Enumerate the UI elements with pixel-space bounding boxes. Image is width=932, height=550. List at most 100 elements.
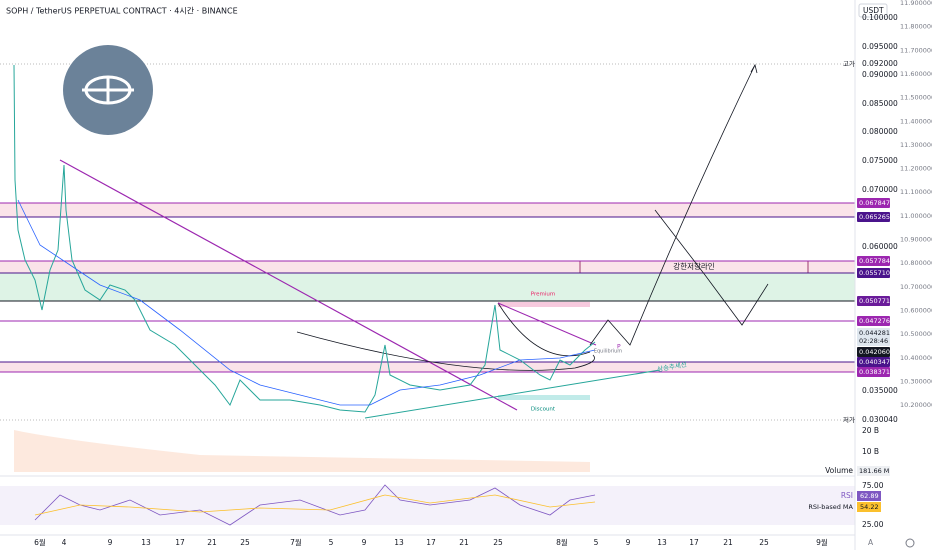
price-tag [857, 367, 890, 377]
downtrend-line [59, 159, 518, 411]
time-label: 21 [207, 538, 217, 547]
discount-zone [498, 395, 590, 400]
premium-zone [498, 302, 590, 307]
price-label: 0.090000 [862, 70, 898, 79]
price-tag [857, 256, 890, 266]
time-label: 5 [594, 538, 599, 547]
price-tag-text: 0.038371 [859, 368, 890, 376]
discount-label: Discount [531, 407, 556, 413]
price-label: 0.100000 [862, 13, 898, 22]
secondary-price-label: 10.400000 [900, 354, 932, 362]
rsi-ma [34, 494, 596, 516]
rsi-tag [857, 491, 881, 501]
price-tag [857, 316, 890, 326]
time-label: 25 [240, 538, 250, 547]
logo-mark [82, 75, 134, 105]
price-label: 0.095000 [862, 42, 898, 51]
wedge-line [497, 302, 597, 346]
price-tag-text: 0.057784 [859, 257, 890, 265]
secondary-price-label: 11.200000 [900, 165, 932, 173]
price-label: 0.085000 [862, 99, 898, 108]
curve [296, 331, 595, 371]
secondary-price-label: 11.900000 [900, 0, 932, 7]
price-tag [857, 336, 890, 346]
secondary-price-label: 11.500000 [900, 94, 932, 102]
price-path [13, 64, 596, 413]
secondary-price-label: 10.800000 [900, 259, 932, 267]
price-tag [857, 296, 890, 306]
time-label: 5 [329, 538, 334, 547]
time-label: 21 [459, 538, 469, 547]
currency-button[interactable] [858, 3, 888, 18]
volume-area [14, 430, 590, 472]
price-tag [857, 328, 890, 338]
time-label: 8월 [556, 537, 568, 547]
price-tag [857, 357, 890, 367]
volume-tick: 20 B [862, 426, 879, 435]
price-tag-text: 0.067847 [859, 199, 890, 207]
secondary-price-label: 10.200000 [900, 401, 932, 409]
secondary-price-label: 10.900000 [900, 236, 932, 244]
projection [654, 209, 769, 326]
premium-label: Premium [531, 292, 555, 298]
rsi-ma-tag [857, 502, 881, 512]
time-label: 25 [493, 538, 503, 547]
price-label: 0.075000 [862, 156, 898, 165]
secondary-price-label: 11.100000 [900, 188, 932, 196]
rsi-ma-value: 54.22 [860, 503, 879, 511]
curve [497, 302, 591, 357]
secondary-price-label: 11.700000 [900, 46, 932, 54]
zone [0, 203, 855, 217]
time-label: 4 [62, 538, 67, 547]
high-value: 0.092000 [862, 59, 898, 68]
secondary-price-label: 11.600000 [900, 70, 932, 78]
volume-value: 181.66 M [859, 467, 889, 475]
rsi-tick: 25.00 [862, 520, 884, 529]
price-tag-text: 0.044281 [859, 329, 890, 337]
secondary-price-label: 11.400000 [900, 117, 932, 125]
zone [0, 273, 855, 301]
rsi-tick: 75.00 [862, 481, 884, 490]
time-label: 25 [759, 538, 769, 547]
secondary-price-label: 10.500000 [900, 330, 932, 338]
secondary-price-label: 10.600000 [900, 306, 932, 314]
time-label: 9 [108, 538, 113, 547]
secondary-price-label: 11.000000 [900, 212, 932, 220]
time-label: 7월 [290, 537, 302, 547]
chart-title: SOPH / TetherUS PERPETUAL CONTRACT · 4시간… [6, 6, 238, 16]
time-label: 9월 [816, 537, 828, 547]
arrow-head [750, 63, 758, 74]
time-label: 21 [723, 538, 733, 547]
time-label: 13 [394, 538, 404, 547]
uptrend-line [364, 369, 661, 419]
price-tag [857, 268, 890, 278]
volume-label: Volume [825, 466, 853, 475]
low-label: 저가 [843, 415, 855, 424]
time-label: 9 [362, 538, 367, 547]
equilibrium-label: Equilibrium [594, 349, 622, 355]
zone [0, 362, 855, 372]
volume-tag [857, 466, 890, 476]
rsi-line [34, 484, 596, 526]
price-label: 0.070000 [862, 185, 898, 194]
price-label: 0.080000 [862, 127, 898, 136]
time-label: 17 [426, 538, 436, 547]
auto-scale[interactable]: A [868, 538, 874, 547]
time-label: 6월 [34, 537, 46, 547]
price-tag-text: 0.047276 [859, 317, 890, 325]
high-label: 고가 [843, 59, 855, 68]
rsi-value: 62.89 [860, 492, 879, 500]
time-label: 9 [626, 538, 631, 547]
time-label: 13 [141, 538, 151, 547]
time-label: 13 [657, 538, 667, 547]
settings-icon[interactable] [905, 538, 915, 548]
moving-average [17, 199, 596, 406]
time-label: 17 [175, 538, 185, 547]
rsi-ma-label: RSI-based MA [808, 503, 853, 511]
low-value: 0.030040 [862, 415, 898, 424]
currency[interactable]: USDT [863, 6, 884, 15]
secondary-price-label: 11.800000 [900, 23, 932, 31]
rsi-band [0, 486, 855, 525]
